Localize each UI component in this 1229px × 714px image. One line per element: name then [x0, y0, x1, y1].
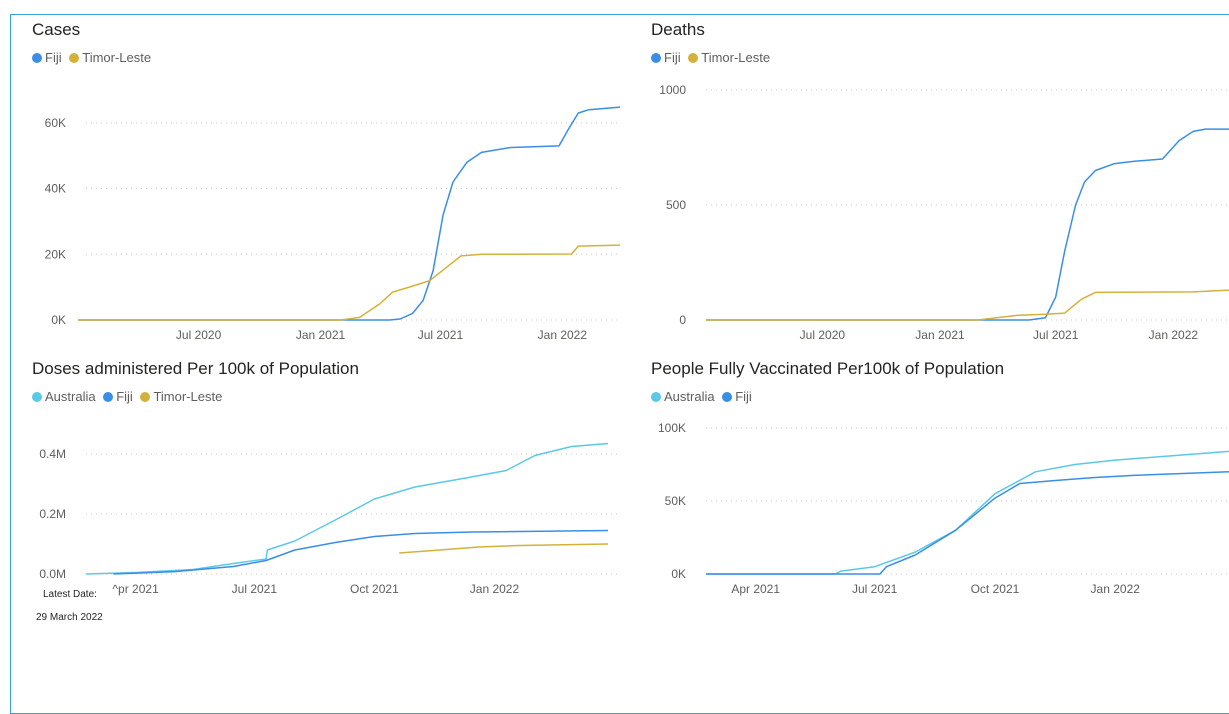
legend-item-australia[interactable]: Australia	[32, 389, 96, 404]
vaccinated-title: People Fully Vaccinated Per100k of Popul…	[651, 359, 1005, 378]
x-tick-label: Jul 2021	[1033, 328, 1079, 342]
legend-dot-timor-leste	[688, 52, 699, 63]
legend-dot-fiji	[722, 391, 733, 402]
x-tick-label: Jul 2020	[176, 328, 222, 342]
legend-dot-australia	[32, 391, 42, 402]
x-tick-label: Jan 2022	[538, 328, 588, 342]
series-line-timor-leste	[78, 244, 621, 321]
series-line-timor-leste	[706, 289, 1229, 321]
x-tick-label: Oct 2021	[971, 582, 1020, 596]
y-tick-label: 50K	[665, 494, 686, 508]
y-tick-label: 100K	[658, 421, 686, 435]
legend-item-timor-leste[interactable]: Timor-Leste	[688, 50, 770, 65]
cases-title: Cases	[32, 20, 81, 39]
legend-dot-timor-leste	[140, 391, 151, 402]
legend-label: Fiji	[45, 50, 62, 65]
x-tick-label: Jul 2020	[800, 328, 846, 342]
x-tick-label: Jan 2022	[1091, 582, 1141, 596]
legend-item-fiji[interactable]: Fiji	[651, 50, 681, 65]
legend-label: Fiji	[116, 389, 133, 404]
legend-label: Timor-Leste	[82, 50, 152, 65]
doses-title: Doses administered Per 100k of Populatio…	[32, 359, 359, 378]
vaccinated-legend: Australia Fiji	[651, 389, 756, 405]
y-tick-label: 0.0M	[39, 567, 66, 581]
y-tick-label: 20K	[45, 247, 66, 261]
legend-item-fiji[interactable]: Fiji	[103, 389, 133, 404]
y-tick-label: 500	[666, 198, 686, 212]
x-tick-label: Jan 2022	[1149, 328, 1199, 342]
y-tick-label: 0	[679, 313, 686, 327]
y-tick-label: 0K	[51, 313, 66, 327]
latest-date-value: 29 March 2022	[36, 612, 103, 623]
legend-label: Timor-Leste	[701, 50, 771, 65]
legend-dot-fiji	[32, 52, 42, 63]
legend-label: Australia	[664, 389, 715, 404]
legend-label: Australia	[45, 389, 96, 404]
deaths-panel: Deaths Fiji Timor-Leste	[651, 20, 1229, 340]
series-line-fiji	[706, 471, 1229, 575]
deaths-legend: Fiji Timor-Leste	[651, 50, 774, 66]
x-tick-label: Jan 2021	[915, 328, 965, 342]
x-tick-label: Oct 2021	[350, 582, 399, 596]
legend-label: Timor-Leste	[153, 389, 223, 404]
legend-label: Fiji	[664, 50, 681, 65]
doses-panel: Doses administered Per 100k of Populatio…	[32, 359, 632, 679]
legend-dot-fiji	[651, 52, 661, 63]
series-line-fiji	[706, 128, 1229, 321]
vaccinated-panel: People Fully Vaccinated Per100k of Popul…	[651, 359, 1229, 679]
y-tick-label: 60K	[45, 116, 66, 130]
x-tick-label: Jul 2021	[852, 582, 898, 596]
series-line-fiji	[113, 529, 609, 575]
legend-dot-timor-leste	[69, 52, 80, 63]
x-tick-label: Jan 2022	[470, 582, 520, 596]
cases-panel: Cases Fiji Timor-Leste	[32, 20, 632, 340]
y-tick-label: 1000	[659, 83, 686, 97]
x-tick-label: ^pr 2021	[112, 582, 159, 596]
y-tick-label: 40K	[45, 182, 66, 196]
series-line-australia	[85, 442, 609, 575]
y-tick-label: 0K	[671, 567, 686, 581]
legend-dot-fiji	[103, 391, 114, 402]
legend-item-fiji[interactable]: Fiji	[32, 50, 62, 65]
x-tick-label: Jul 2021	[418, 328, 464, 342]
legend-item-fiji[interactable]: Fiji	[722, 389, 752, 404]
cases-legend: Fiji Timor-Leste	[32, 50, 155, 66]
y-tick-label: 0.4M	[39, 447, 66, 461]
x-tick-label: Apr 2021	[731, 582, 780, 596]
legend-item-australia[interactable]: Australia	[651, 389, 715, 404]
x-tick-label: Jul 2021	[232, 582, 278, 596]
series-line-fiji	[78, 106, 621, 321]
deaths-title: Deaths	[651, 20, 705, 39]
series-line-timor-leste	[399, 543, 609, 554]
legend-item-timor-leste[interactable]: Timor-Leste	[140, 389, 222, 404]
y-tick-label: 0.2M	[39, 507, 66, 521]
legend-dot-australia	[651, 391, 661, 402]
series-line-australia	[706, 450, 1229, 575]
doses-legend: Australia Fiji Timor-Leste	[32, 389, 226, 405]
x-tick-label: Jan 2021	[296, 328, 346, 342]
latest-date-label: Latest Date:	[43, 589, 97, 600]
legend-item-timor-leste[interactable]: Timor-Leste	[69, 50, 151, 65]
legend-label: Fiji	[735, 389, 752, 404]
